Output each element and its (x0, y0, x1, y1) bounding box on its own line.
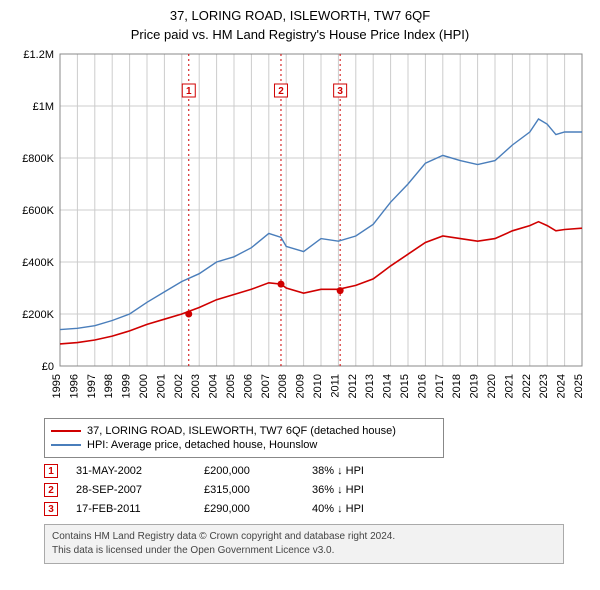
svg-text:1: 1 (186, 86, 192, 97)
svg-text:£1M: £1M (33, 101, 54, 113)
svg-text:2010: 2010 (312, 374, 324, 398)
transaction-pct: 40% ↓ HPI (312, 503, 432, 515)
svg-text:1998: 1998 (103, 374, 115, 398)
svg-text:2018: 2018 (451, 374, 463, 398)
svg-text:2003: 2003 (190, 374, 202, 398)
svg-text:2004: 2004 (208, 374, 220, 398)
svg-text:2001: 2001 (155, 374, 167, 398)
transactions-table: 1 31-MAY-2002 £200,000 38% ↓ HPI 2 28-SEP-200… (44, 464, 588, 516)
svg-text:2006: 2006 (242, 374, 254, 398)
svg-text:2000: 2000 (138, 374, 150, 398)
transaction-date: 31-MAY-2002 (76, 465, 186, 477)
transaction-row: 3 17-FEB-2011 £290,000 40% ↓ HPI (44, 502, 588, 516)
legend-swatch (51, 430, 81, 432)
svg-text:2023: 2023 (538, 374, 550, 398)
svg-text:2019: 2019 (469, 374, 481, 398)
svg-text:2025: 2025 (573, 374, 585, 398)
transaction-row: 2 28-SEP-2007 £315,000 36% ↓ HPI (44, 483, 588, 497)
transaction-marker: 3 (44, 502, 58, 516)
transaction-row: 1 31-MAY-2002 £200,000 38% ↓ HPI (44, 464, 588, 478)
svg-text:£800K: £800K (22, 153, 54, 165)
price-chart: £0 £200K £400K £600K £800K £1M £1.2M 1995 1996 19… (12, 48, 588, 408)
svg-text:£600K: £600K (22, 205, 54, 217)
svg-text:2017: 2017 (434, 374, 446, 398)
legend-label: 37, LORING ROAD, ISLEWORTH, TW7 6QF (det… (87, 425, 396, 437)
svg-text:2002: 2002 (173, 374, 185, 398)
svg-text:2020: 2020 (486, 374, 498, 398)
svg-text:2013: 2013 (364, 374, 376, 398)
legend-label: HPI: Average price, detached house, Houn… (87, 439, 317, 451)
svg-text:2015: 2015 (399, 374, 411, 398)
transaction-marker: 1 (44, 464, 58, 478)
transaction-price: £315,000 (204, 484, 294, 496)
legend-row: 37, LORING ROAD, ISLEWORTH, TW7 6QF (det… (51, 425, 437, 437)
page-subtitle: Price paid vs. HM Land Registry's House … (12, 27, 588, 42)
svg-text:2021: 2021 (503, 374, 515, 398)
svg-text:2008: 2008 (277, 374, 289, 398)
svg-text:£200K: £200K (22, 309, 54, 321)
transaction-pct: 36% ↓ HPI (312, 484, 432, 496)
svg-text:£0: £0 (42, 361, 54, 373)
legend: 37, LORING ROAD, ISLEWORTH, TW7 6QF (det… (44, 418, 444, 458)
svg-text:1995: 1995 (51, 374, 63, 398)
svg-text:1999: 1999 (121, 374, 133, 398)
footer-attribution: Contains HM Land Registry data © Crown c… (44, 524, 564, 564)
transaction-price: £290,000 (204, 503, 294, 515)
legend-row: HPI: Average price, detached house, Houn… (51, 439, 437, 451)
transaction-date: 28-SEP-2007 (76, 484, 186, 496)
svg-text:2016: 2016 (416, 374, 428, 398)
transaction-pct: 38% ↓ HPI (312, 465, 432, 477)
footer-line: Contains HM Land Registry data © Crown c… (52, 530, 556, 544)
svg-text:2011: 2011 (329, 374, 341, 398)
svg-text:2007: 2007 (260, 374, 272, 398)
svg-text:2024: 2024 (556, 374, 568, 398)
svg-text:1996: 1996 (68, 374, 80, 398)
svg-text:1997: 1997 (86, 374, 98, 398)
transaction-price: £200,000 (204, 465, 294, 477)
transaction-marker: 2 (44, 483, 58, 497)
page-title: 37, LORING ROAD, ISLEWORTH, TW7 6QF (12, 8, 588, 23)
svg-text:£400K: £400K (22, 257, 54, 269)
svg-text:2022: 2022 (521, 374, 533, 398)
svg-text:2014: 2014 (382, 374, 394, 398)
legend-swatch (51, 444, 81, 446)
transaction-date: 17-FEB-2011 (76, 503, 186, 515)
svg-text:3: 3 (337, 86, 343, 97)
svg-text:2012: 2012 (347, 374, 359, 398)
svg-text:2: 2 (278, 86, 284, 97)
svg-text:2009: 2009 (295, 374, 307, 398)
svg-text:£1.2M: £1.2M (23, 49, 54, 61)
svg-text:2005: 2005 (225, 374, 237, 398)
footer-line: This data is licensed under the Open Gov… (52, 544, 556, 558)
